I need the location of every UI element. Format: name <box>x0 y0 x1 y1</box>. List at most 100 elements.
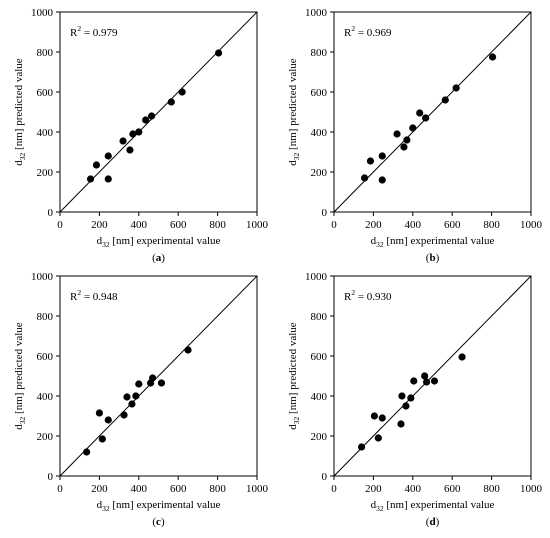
plot-frame <box>333 275 532 477</box>
x-tick-label: 800 <box>483 219 500 231</box>
x-axis-label: d32 [nm] experimental value <box>371 235 495 249</box>
x-tick-label: 200 <box>365 219 382 231</box>
scatter-panel-3: 0 200 400 600 800 1000 0 200 400 600 800 1000 R2 = 0… <box>13 271 269 528</box>
y-tick-label: 600 <box>37 351 54 363</box>
y-axis-label: d32 [nm] predicted value <box>13 58 27 165</box>
plot-frame <box>59 11 258 213</box>
data-point <box>393 130 401 138</box>
data-point <box>86 175 95 183</box>
y-tick-label: 0 <box>48 471 54 483</box>
y-tick-label: 0 <box>322 207 328 219</box>
y-axis-label: d32 [nm] predicted value <box>13 322 27 429</box>
panel-label: (b) <box>426 252 440 264</box>
data-point <box>128 400 136 408</box>
x-tick-label: 0 <box>331 483 337 495</box>
x-tick-label: 200 <box>365 483 382 495</box>
data-point <box>409 124 417 132</box>
data-point <box>402 402 410 410</box>
data-point <box>184 346 192 354</box>
x-tick-label: 0 <box>331 219 337 231</box>
r-squared-annotation: R2 = 0.969 <box>344 24 392 39</box>
data-point <box>378 414 386 422</box>
y-axis-label: d32 [nm] predicted value <box>287 58 301 165</box>
data-point <box>148 374 157 382</box>
panel-label: (a) <box>152 252 165 264</box>
scatter-panel-4: 0 200 400 600 800 1000 0 200 400 600 800 1000 R2 = 0… <box>287 271 543 528</box>
x-tick-label: 800 <box>209 483 226 495</box>
x-tick-label: 400 <box>131 219 148 231</box>
data-point <box>135 128 143 136</box>
data-point <box>178 88 186 96</box>
y-tick-label: 0 <box>322 471 328 483</box>
data-point <box>488 53 497 61</box>
y-tick-label: 400 <box>37 391 54 403</box>
data-point <box>407 394 415 402</box>
data-point <box>360 174 369 182</box>
panel-label: (d) <box>426 516 440 528</box>
data-point <box>142 116 150 124</box>
data-point <box>441 96 449 104</box>
y-tick-label: 400 <box>311 127 328 139</box>
panel-label: (c) <box>152 516 165 528</box>
y-tick-label: 1000 <box>305 7 328 19</box>
r-squared-annotation: R2 = 0.930 <box>344 288 392 303</box>
x-tick-label: 1000 <box>520 483 543 495</box>
data-point <box>397 420 405 428</box>
plot-frame <box>59 275 258 477</box>
y-tick-label: 0 <box>48 207 54 219</box>
data-point <box>148 112 156 120</box>
data-point <box>123 393 131 401</box>
y-axis-label: d32 [nm] predicted value <box>287 322 301 429</box>
y-tick-label: 600 <box>311 87 328 99</box>
data-point <box>157 379 166 387</box>
data-point <box>120 411 128 419</box>
x-tick-label: 1000 <box>246 219 269 231</box>
x-tick-label: 1000 <box>520 219 543 231</box>
y-tick-label: 800 <box>37 47 54 59</box>
x-axis-label: d32 [nm] experimental value <box>97 235 221 249</box>
x-tick-label: 0 <box>57 219 63 231</box>
data-point <box>357 443 366 451</box>
identity-line <box>333 275 532 477</box>
y-tick-label: 400 <box>311 391 328 403</box>
x-tick-label: 0 <box>57 483 63 495</box>
data-point <box>378 152 386 160</box>
x-tick-label: 600 <box>444 219 461 231</box>
data-point <box>403 136 411 144</box>
x-tick-label: 600 <box>444 483 461 495</box>
data-point <box>422 378 431 386</box>
data-point <box>410 377 418 385</box>
data-point <box>458 353 466 361</box>
data-point <box>98 435 106 443</box>
data-point <box>82 448 91 456</box>
x-axis-label: d32 [nm] experimental value <box>97 499 221 513</box>
data-point <box>132 392 140 400</box>
data-point <box>104 175 112 183</box>
y-tick-label: 200 <box>37 167 54 179</box>
data-point <box>400 143 408 151</box>
y-tick-label: 200 <box>311 431 328 443</box>
y-tick-label: 1000 <box>31 271 54 283</box>
plot-frame <box>333 11 532 213</box>
y-tick-label: 200 <box>311 167 328 179</box>
x-tick-label: 600 <box>170 219 187 231</box>
x-tick-label: 1000 <box>246 483 269 495</box>
data-point <box>366 157 375 165</box>
data-point <box>167 98 175 106</box>
data-point <box>422 114 430 122</box>
y-tick-label: 1000 <box>31 7 54 19</box>
y-tick-label: 400 <box>37 127 54 139</box>
identity-line <box>333 11 532 213</box>
x-tick-label: 600 <box>170 483 187 495</box>
x-tick-label: 400 <box>131 483 148 495</box>
identity-line <box>59 275 258 477</box>
data-point <box>430 377 439 385</box>
x-tick-label: 200 <box>91 483 108 495</box>
data-point <box>378 176 386 184</box>
x-tick-label: 800 <box>209 219 226 231</box>
data-point <box>452 84 460 92</box>
y-tick-label: 800 <box>311 47 328 59</box>
data-point <box>92 161 101 169</box>
y-tick-label: 800 <box>37 311 54 323</box>
